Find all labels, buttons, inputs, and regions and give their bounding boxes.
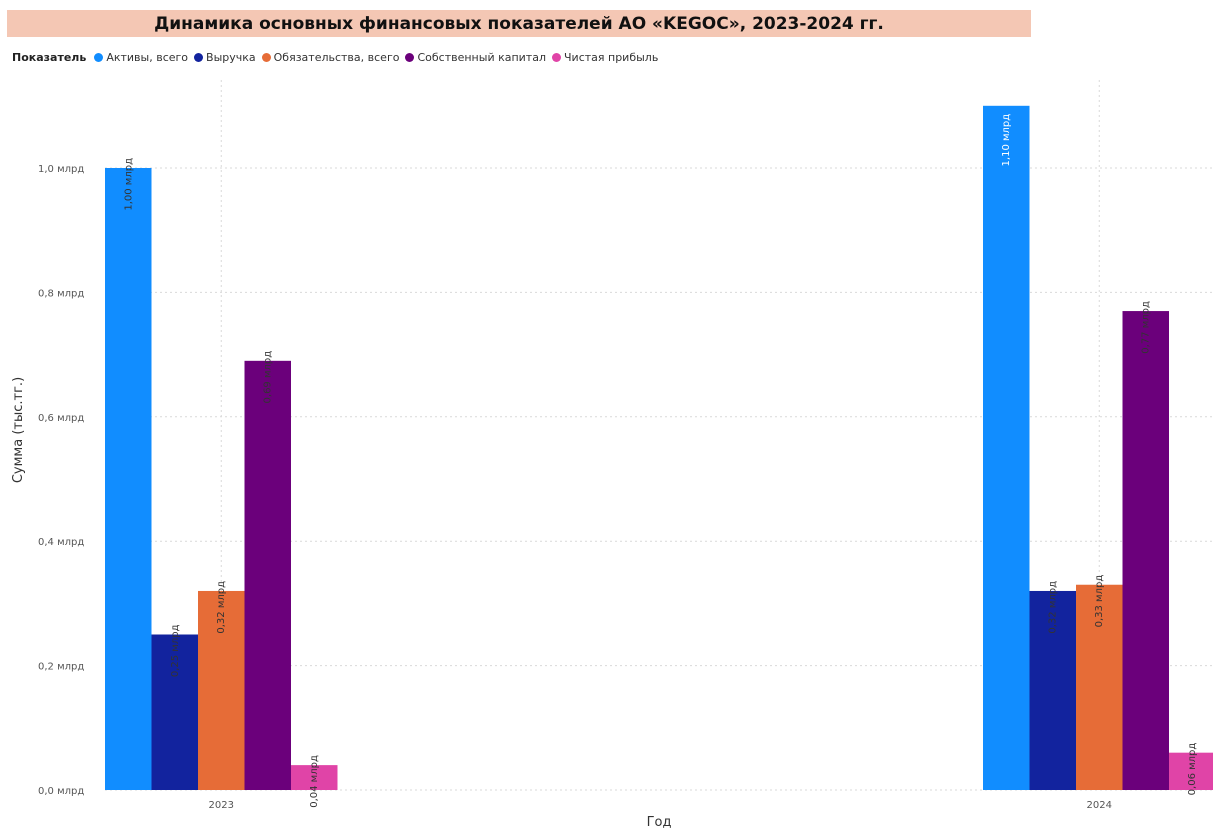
y-tick-label: 0,0 млрд	[38, 786, 84, 797]
data-label: 0,06 млрд	[1187, 743, 1198, 796]
legend-marker	[552, 52, 561, 62]
y-tick-label: 0,6 млрд	[38, 413, 84, 424]
legend-item[interactable]: Собственный капитал	[405, 51, 546, 64]
legend-label: Активы, всего	[106, 50, 189, 64]
bar	[983, 105, 1030, 791]
y-tick-label: 0,8 млрд	[38, 288, 84, 299]
legend-item[interactable]: Активы, всего	[94, 51, 188, 64]
legend-label: Обязательства, всего	[273, 50, 400, 64]
x-tick-label: 2023	[209, 800, 234, 811]
chart-title: Динамика основных финансовых показателей…	[154, 13, 884, 34]
legend-marker	[405, 52, 415, 62]
data-label: 0,33 млрд	[1094, 575, 1105, 628]
legend-item[interactable]: Обязательства, всего	[261, 50, 400, 64]
legend-marker	[94, 52, 104, 62]
legend-label: Собственный капитал	[417, 50, 546, 64]
bar	[105, 168, 152, 790]
legend-title: Показатель	[12, 50, 87, 64]
bar	[1076, 584, 1123, 790]
data-label: 1,10 млрд	[1001, 114, 1012, 167]
x-tick-label: 2024	[1087, 800, 1112, 811]
bar	[1029, 590, 1076, 790]
x-axis-title: Год	[647, 815, 672, 830]
legend-label: Чистая прибыль	[564, 50, 659, 64]
legend-item[interactable]: Чистая прибыль	[552, 51, 658, 64]
legend-item[interactable]: Выручка	[194, 51, 256, 64]
chart-title-bar: Динамика основных финансовых показателей…	[7, 10, 1031, 37]
bar	[1122, 311, 1169, 790]
bar	[291, 765, 338, 790]
y-tick-label: 1,0 млрд	[38, 164, 84, 175]
data-label: 0,32 млрд	[216, 581, 227, 634]
data-label: 0,77 млрд	[1141, 301, 1152, 354]
data-label: 0,69 млрд	[263, 351, 274, 404]
y-tick-label: 0,4 млрд	[38, 537, 84, 548]
y-tick-label: 0,2 млрд	[38, 662, 84, 673]
legend-marker	[194, 52, 204, 62]
bar	[198, 590, 245, 790]
legend-items: Активы, всего Выручка Обязательства, всего…	[94, 51, 664, 64]
legend-marker	[261, 52, 271, 62]
data-label: 0,32 млрд	[1048, 581, 1059, 634]
data-label: 1,00 млрд	[123, 158, 134, 211]
data-label: 0,04 млрд	[309, 755, 320, 808]
legend: Показатель Активы, всего Выручка Обязатель…	[12, 48, 664, 66]
bar	[151, 634, 198, 790]
bar	[1169, 752, 1213, 790]
data-label: 0,25 млрд	[170, 624, 181, 677]
legend-label: Выручка	[206, 50, 256, 64]
y-axis-title: Сумма (тыс.тг.)	[11, 377, 26, 483]
bar	[244, 360, 291, 790]
